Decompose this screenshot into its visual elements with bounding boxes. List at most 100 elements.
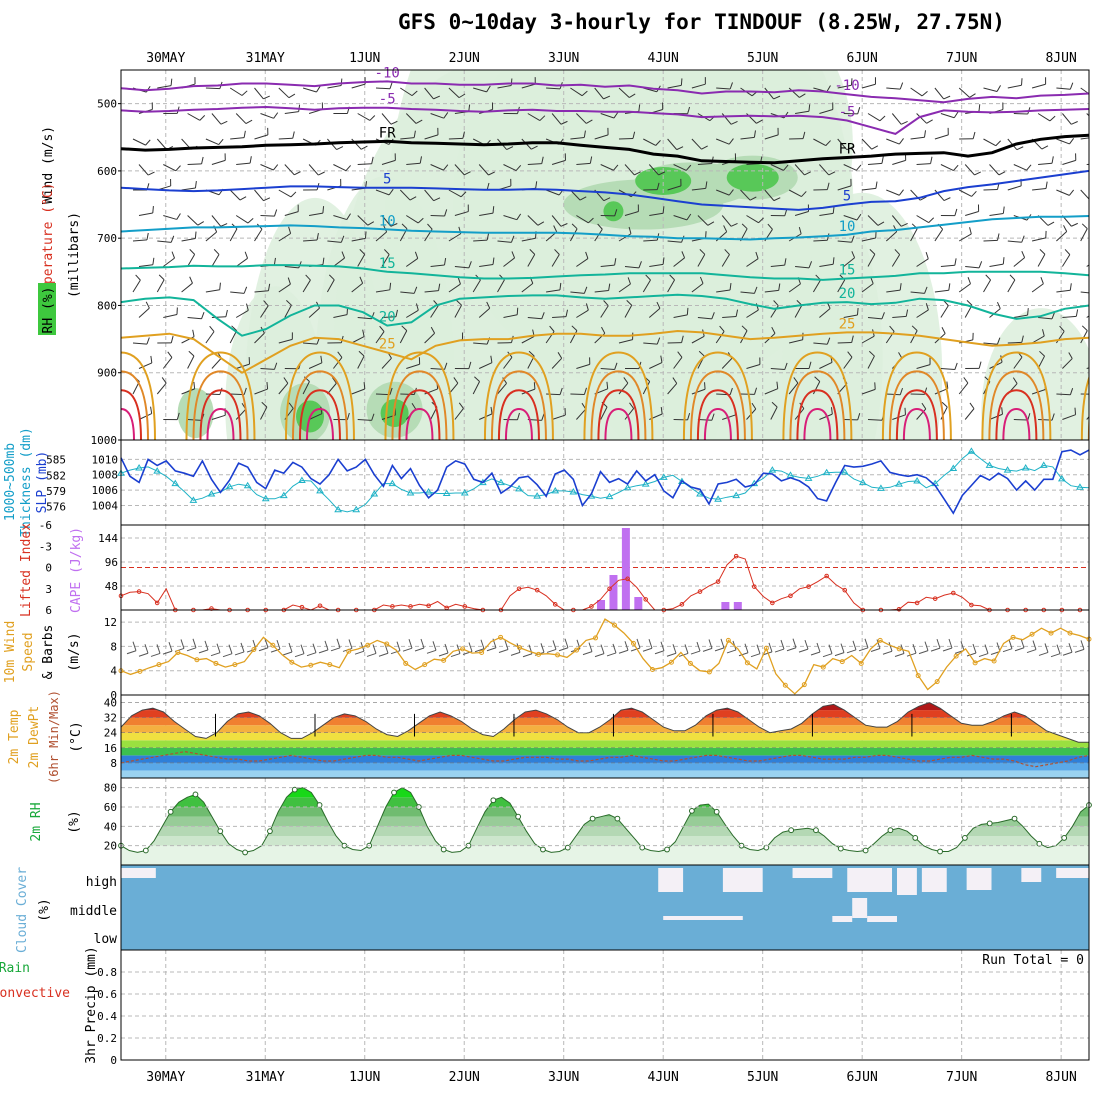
barb-tick xyxy=(322,257,325,265)
y-tick-precip-0.4: 0.4 xyxy=(97,1010,117,1023)
barb xyxy=(260,215,275,217)
barb-tick xyxy=(146,232,149,240)
barb-tick xyxy=(318,171,325,176)
barb xyxy=(302,87,317,93)
barb-tick xyxy=(954,258,957,266)
barb-tick xyxy=(660,406,663,415)
wind-speed-marker xyxy=(611,622,617,628)
barb xyxy=(983,279,992,293)
barb xyxy=(254,189,264,202)
temp-cell xyxy=(185,351,256,440)
temp-band-36 xyxy=(121,702,1089,711)
barb-tick xyxy=(680,78,683,86)
y-tick-cloud-high: high xyxy=(86,875,117,890)
li-marker xyxy=(932,596,938,601)
rh-marker xyxy=(391,789,397,796)
wind10m-barb-tick xyxy=(264,638,269,648)
temp-cell xyxy=(803,408,832,440)
wind10m-barb xyxy=(426,649,437,654)
temp-cell xyxy=(789,370,846,440)
barb-tick xyxy=(825,140,831,146)
barb xyxy=(721,254,730,267)
temp-cell xyxy=(121,351,156,440)
wind-speed-marker xyxy=(782,682,788,688)
barb-tick xyxy=(966,299,973,306)
y-tick-cloud-low: low xyxy=(94,932,118,947)
barb xyxy=(503,215,518,221)
barb xyxy=(187,355,195,369)
wind10m-barb-tick xyxy=(924,641,929,651)
run-total: Run Total = 0 xyxy=(982,953,1084,968)
barb-tick xyxy=(701,145,708,150)
rh-marker xyxy=(986,820,993,827)
barb xyxy=(181,187,196,191)
barb-tick xyxy=(517,412,520,420)
li-marker xyxy=(589,604,594,609)
thickness-marker xyxy=(207,490,216,497)
barb xyxy=(351,237,366,242)
wind10m-barb-tick xyxy=(240,642,245,653)
wind-speed-marker xyxy=(649,667,655,672)
rh-marker xyxy=(167,808,174,815)
barb-tick xyxy=(948,283,951,291)
barb-tick xyxy=(741,223,748,230)
wind10m-barb xyxy=(1014,647,1025,652)
wind10m-barb-tick xyxy=(396,641,401,651)
barb-tick xyxy=(427,223,433,230)
barb-tick xyxy=(1026,164,1032,171)
barb-tick xyxy=(201,156,204,164)
cape-bar-4 xyxy=(721,602,730,610)
wind10m-barb-tick xyxy=(612,643,617,654)
barb xyxy=(989,308,1001,318)
barb xyxy=(278,283,291,293)
barb-tick xyxy=(328,274,335,281)
thickness-marker xyxy=(279,491,288,499)
barb xyxy=(551,159,566,165)
barb xyxy=(569,330,578,344)
barb xyxy=(1080,291,1089,294)
barb-tick xyxy=(274,362,278,370)
barb-tick xyxy=(1021,335,1024,343)
wind10m-barb xyxy=(162,650,173,655)
barb-tick xyxy=(150,406,153,414)
barb xyxy=(740,189,751,201)
isotherm-label-FR-0: FR xyxy=(379,125,396,141)
wind10m-barb-tick xyxy=(828,644,833,654)
barb xyxy=(788,283,801,293)
barb-tick xyxy=(171,251,176,259)
barb xyxy=(473,87,487,93)
barb xyxy=(861,83,876,89)
ylabel-temperature: Temperature (°C) xyxy=(41,182,56,307)
wind-speed-marker xyxy=(725,637,731,643)
temp-cell xyxy=(497,389,540,440)
barb xyxy=(527,113,541,121)
y-tick-wind-12: 12 xyxy=(104,616,117,629)
barb xyxy=(254,388,268,395)
wind-speed-marker xyxy=(763,645,769,651)
barb xyxy=(570,87,583,97)
barb-tick xyxy=(583,387,587,395)
wind10m-barb xyxy=(126,650,137,655)
barb-tick xyxy=(662,257,665,265)
barb xyxy=(430,164,444,171)
cape-bar-5 xyxy=(733,602,742,610)
wind10m-barb-tick xyxy=(276,639,281,650)
barb-tick xyxy=(730,120,738,125)
barb xyxy=(162,357,173,369)
barb-tick xyxy=(728,189,734,196)
wind10m-barb xyxy=(366,652,377,657)
barb xyxy=(643,138,656,146)
barb xyxy=(1056,87,1071,90)
thickness-marker xyxy=(714,495,722,502)
barb-tick xyxy=(474,376,480,382)
barb xyxy=(989,164,1000,176)
y-tick-upper-1000: 1000 xyxy=(91,434,118,447)
barb xyxy=(229,87,243,96)
barb xyxy=(983,87,998,92)
barb xyxy=(478,362,493,369)
barb-tick xyxy=(456,299,462,306)
barb-tick xyxy=(1096,303,1098,310)
wind10m-barb-tick xyxy=(504,640,509,650)
barb-tick xyxy=(1095,130,1096,137)
barb xyxy=(138,307,150,318)
